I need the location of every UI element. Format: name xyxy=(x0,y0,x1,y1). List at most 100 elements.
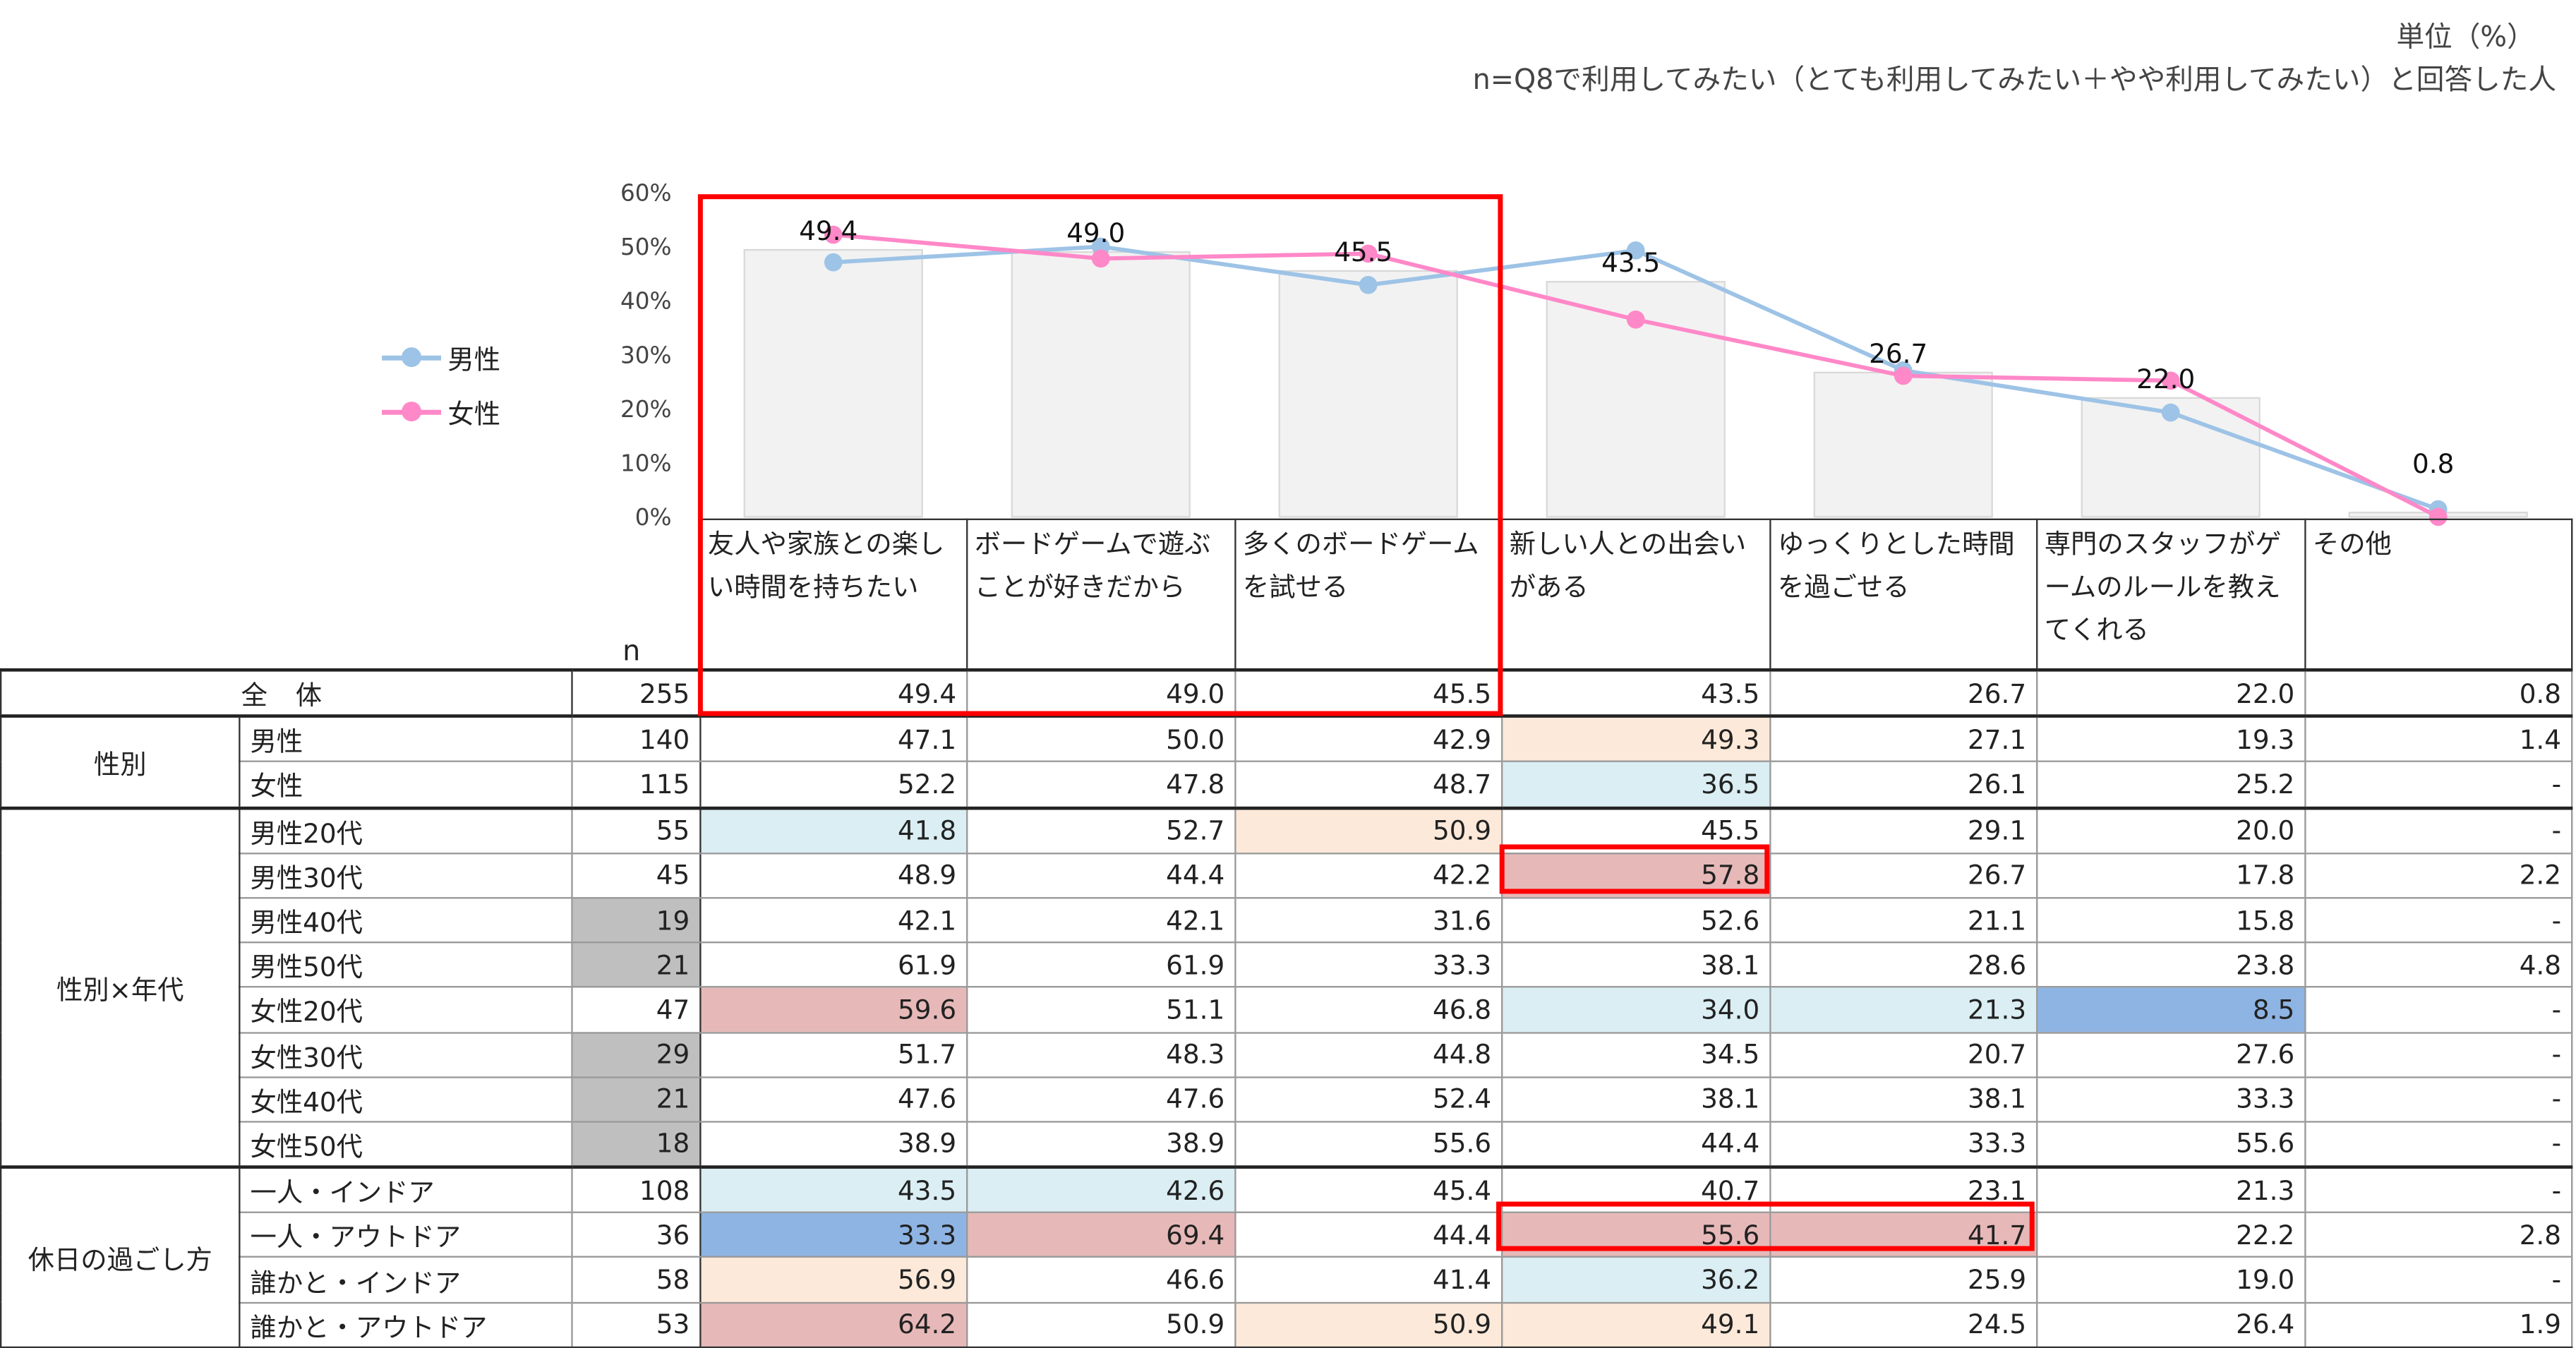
series-point-male xyxy=(824,253,843,272)
series-point-female xyxy=(1626,311,1645,329)
table-cell: 36.2 xyxy=(1501,1256,1771,1304)
table-cell: 15.8 xyxy=(2036,896,2306,944)
row-label: 男性 xyxy=(239,714,573,763)
row-n: 55 xyxy=(571,805,702,854)
table-cell: 22.2 xyxy=(2036,1212,2306,1258)
bar-data-label: 22.0 xyxy=(2136,363,2195,395)
table-cell: 21.3 xyxy=(1769,986,2038,1033)
table-cell: 28.6 xyxy=(1769,941,2038,989)
table-cell: 64.2 xyxy=(699,1301,968,1348)
column-header: 新しい人との出会いがある xyxy=(1501,518,1771,671)
table-row: 女性50代 18 38.9 38.9 55.6 44.4 33.3 55.6- xyxy=(1,1121,2573,1168)
header-blank xyxy=(1,519,572,670)
table-row: 全 体 255 49.4 49.0 45.5 43.5 26.7 22.0 0.8 xyxy=(0,668,2573,718)
table-cell: - xyxy=(2304,761,2573,809)
table-cell: 26.7 xyxy=(1769,852,2038,899)
table-cell: 36.5 xyxy=(1501,761,1771,809)
table-cell: 21.1 xyxy=(1769,896,2038,944)
n-header: n xyxy=(622,635,641,668)
bar-data-label: 49.0 xyxy=(1066,217,1125,248)
table-cell: 24.5 xyxy=(1769,1301,2038,1348)
table-cell: - xyxy=(2304,896,2573,944)
table-cell: 42.1 xyxy=(966,896,1236,944)
table-cell: 33.3 xyxy=(699,1212,968,1258)
table-cell: 42.6 xyxy=(966,1165,1236,1214)
series-point-female xyxy=(1894,366,1913,385)
table-cell: 26.1 xyxy=(1769,761,2038,809)
table-row: 女性 115 52.2 47.8 48.7 36.5 26.1 25.2- xyxy=(1,761,2573,809)
table-cell: - xyxy=(2304,1121,2573,1168)
table-cell: - xyxy=(2304,805,2573,854)
bar-total xyxy=(1278,270,1458,518)
table-cell: 49.1 xyxy=(1501,1301,1771,1348)
table-cell: 44.4 xyxy=(1501,1121,1771,1168)
row-n: 36 xyxy=(571,1212,702,1258)
table-row: 一人・アウトドア 36 33.3 69.4 44.4 55.6 41.7 22.2 2.8 xyxy=(1,1212,2573,1258)
table-row: 誰かと・アウトドア 53 64.2 50.9 50.9 49.1 24.5 26.4 1.9 xyxy=(1,1301,2573,1348)
bar-data-label: 26.7 xyxy=(1869,338,1927,369)
table-cell: 38.1 xyxy=(1501,941,1771,989)
bar-data-label: 43.5 xyxy=(1601,247,1660,278)
table-cell: 47.6 xyxy=(699,1076,968,1123)
table-cell: 44.4 xyxy=(1234,1212,1503,1258)
row-n: 255 xyxy=(571,668,702,718)
row-label: 女性40代 xyxy=(239,1076,573,1123)
table-cell: 57.8 xyxy=(1501,852,1771,899)
column-header: ボードゲームで遊ぶことが好きだから xyxy=(966,518,1236,671)
table-cell: 44.8 xyxy=(1234,1031,1503,1078)
table-cell: 52.2 xyxy=(699,761,968,809)
row-label: 男性30代 xyxy=(239,852,573,899)
table-cell: 55.6 xyxy=(1501,1212,1771,1258)
table-cell: 27.6 xyxy=(2036,1031,2306,1078)
table-cell: 50.9 xyxy=(1234,805,1503,854)
table-cell: 25.2 xyxy=(2036,761,2306,809)
series-point-male xyxy=(2161,403,2180,422)
table-cell: 49.0 xyxy=(966,668,1236,718)
row-label: 一人・インドア xyxy=(239,1165,573,1214)
table-cell: 2.2 xyxy=(2304,852,2573,899)
row-n: 58 xyxy=(571,1256,702,1304)
table-cell: 52.6 xyxy=(1501,896,1771,944)
series-point-female xyxy=(2161,371,2180,390)
bar-total xyxy=(1011,251,1191,518)
table-cell: 49.4 xyxy=(699,668,968,718)
table-row: 男性40代 19 42.1 42.1 31.6 52.6 21.1 15.8- xyxy=(1,896,2573,944)
table-cell: 4.8 xyxy=(2304,941,2573,989)
row-group-label: 性別×年代 xyxy=(0,805,241,1168)
table-cell: 42.2 xyxy=(1234,852,1503,899)
table-cell: 26.7 xyxy=(1769,668,2038,718)
table-cell: 55.6 xyxy=(2036,1121,2306,1168)
table-row: 女性30代 29 51.7 48.3 44.8 34.5 20.7 27.6- xyxy=(1,1031,2573,1078)
series-point-female xyxy=(824,225,843,244)
table-cell: 33.3 xyxy=(1234,941,1503,989)
row-label: 男性20代 xyxy=(239,805,573,854)
table-cell: 48.3 xyxy=(966,1031,1236,1078)
table-cell: 23.1 xyxy=(1769,1165,2038,1214)
row-label: 男性40代 xyxy=(239,896,573,944)
table-row: 男性50代 21 61.9 61.9 33.3 38.1 28.6 23.8 4.8 xyxy=(1,941,2573,989)
table-cell: 8.5 xyxy=(2036,986,2306,1033)
bar-data-label: 0.8 xyxy=(2412,448,2454,479)
table-cell: 48.9 xyxy=(699,852,968,899)
row-n: 21 xyxy=(571,941,702,989)
legend-female: 女性 xyxy=(382,392,500,431)
table-cell: 44.4 xyxy=(966,852,1236,899)
table-cell: - xyxy=(2304,1076,2573,1123)
row-n: 53 xyxy=(571,1301,702,1348)
legend-male-label: 男性 xyxy=(447,344,501,375)
table-cell: 51.1 xyxy=(966,986,1236,1033)
table-cell: 38.9 xyxy=(699,1121,968,1168)
table-cell: 59.6 xyxy=(699,986,968,1033)
table-cell: 69.4 xyxy=(966,1212,1236,1258)
table-cell: 56.9 xyxy=(699,1256,968,1304)
table-cell: 27.1 xyxy=(1769,714,2038,763)
crosstab-table: n 友人や家族との楽しい時間を持ちたい ボードゲームで遊ぶことが好きだから 多くのボー… xyxy=(0,518,2573,1348)
table-cell: 1.9 xyxy=(2304,1301,2573,1348)
table-cell: - xyxy=(2304,1031,2573,1078)
table-cell: 38.9 xyxy=(966,1121,1236,1168)
column-header: 友人や家族との楽しい時間を持ちたい xyxy=(699,518,968,671)
row-group-label: 性別 xyxy=(0,714,241,809)
bar-data-label: 45.5 xyxy=(1334,236,1392,267)
table-cell: 29.1 xyxy=(1769,805,2038,854)
